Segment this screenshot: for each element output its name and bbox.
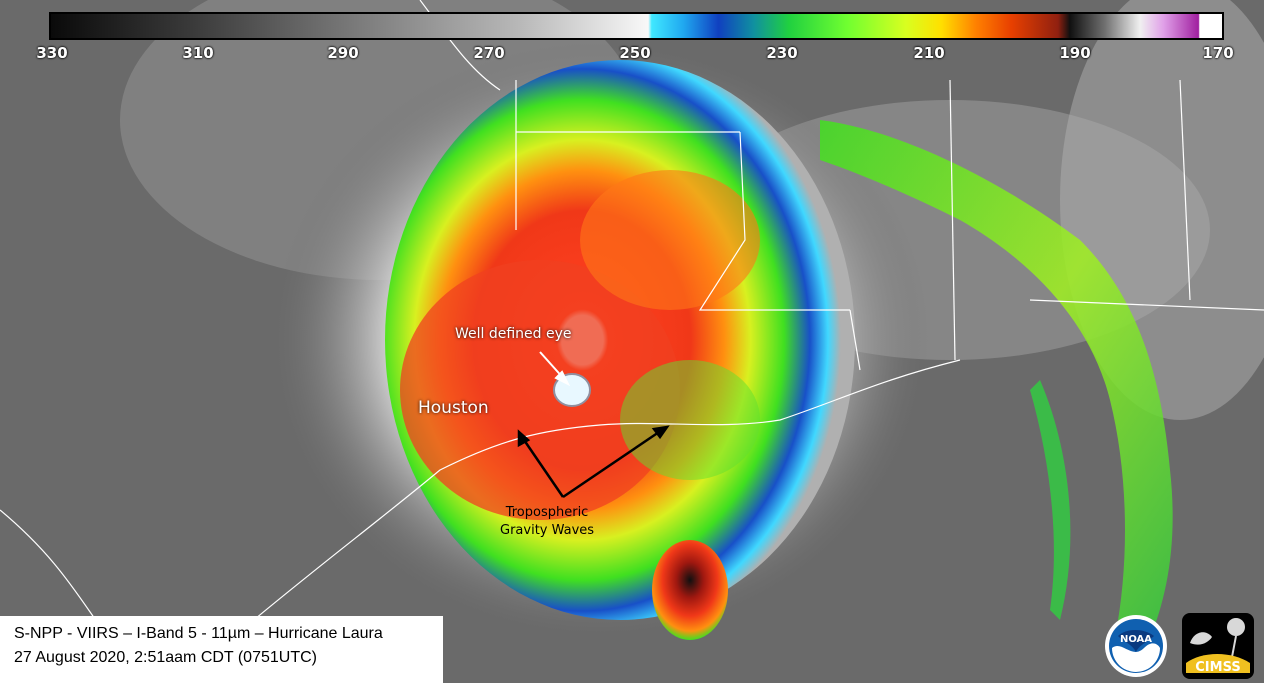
caption-line-2: 27 August 2020, 2:51aam CDT (0751UTC) [14, 649, 317, 666]
colorbar-tick: 310 [182, 44, 214, 62]
colorbar-tick: 270 [473, 44, 505, 62]
svg-text:NOAA: NOAA [1120, 634, 1152, 645]
gravity-waves-line1: Tropospheric [505, 505, 589, 520]
cimss-logo: CIMSS [1182, 613, 1254, 679]
gravity-waves-label: Tropospheric Gravity Waves [500, 504, 594, 540]
caption-box: S-NPP - VIIRS – I-Band 5 - 11µm – Hurric… [0, 616, 443, 683]
svg-text:CIMSS: CIMSS [1195, 660, 1240, 675]
colorbar-tick: 190 [1059, 44, 1091, 62]
colorbar-tick: 170 [1202, 44, 1234, 62]
colorbar [49, 12, 1224, 40]
noaa-logo: NOAA [1105, 615, 1167, 677]
gravity-waves-line2: Gravity Waves [500, 523, 595, 538]
eye-label: Well defined eye [455, 326, 572, 342]
colorbar-tick: 290 [327, 44, 359, 62]
colorbar-tick: 330 [36, 44, 68, 62]
colorbar-tick: 230 [766, 44, 798, 62]
caption-line-1: S-NPP - VIIRS – I-Band 5 - 11µm – Hurric… [14, 625, 383, 642]
houston-label: Houston [418, 398, 489, 418]
colorbar-tick: 210 [913, 44, 945, 62]
colorbar-tick: 250 [619, 44, 651, 62]
